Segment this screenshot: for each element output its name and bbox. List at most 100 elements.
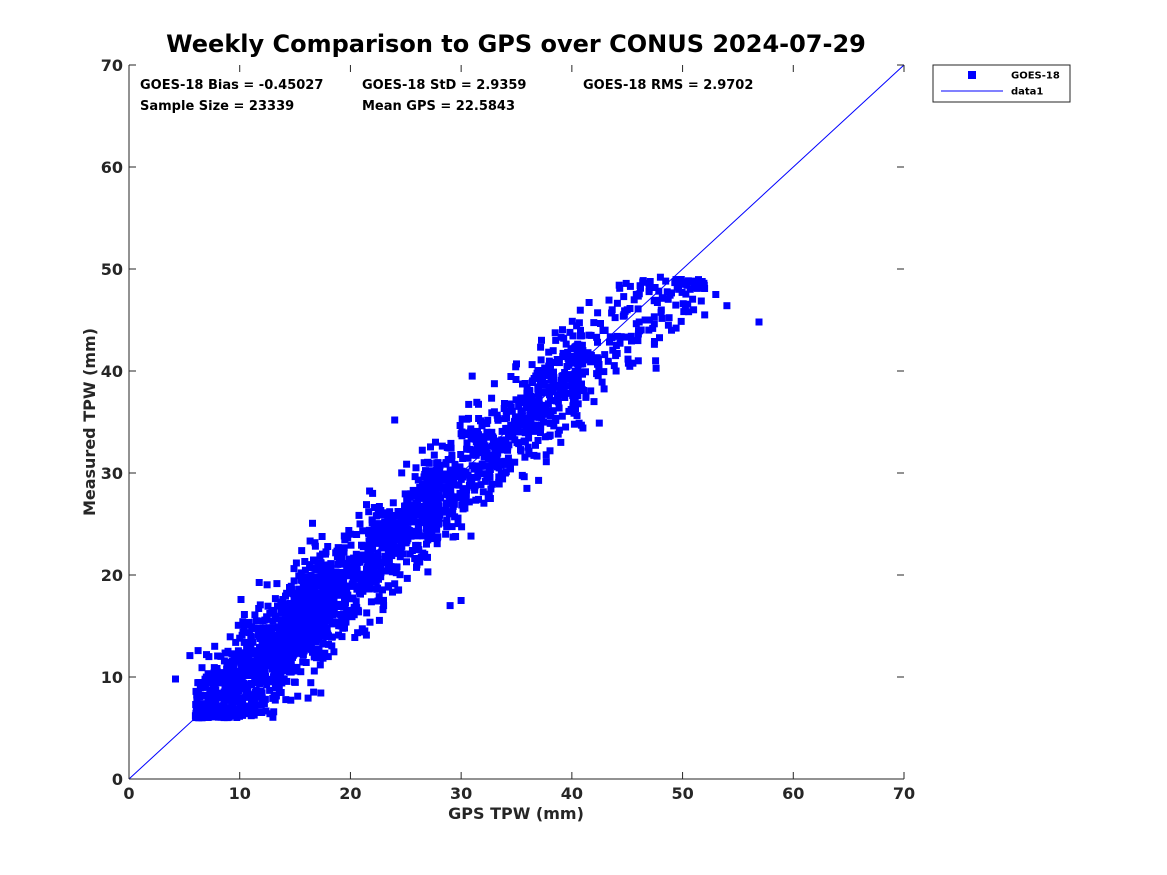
scatter-point [403, 558, 410, 566]
scatter-point [359, 570, 367, 578]
scatter-point [220, 657, 228, 665]
scatter-point [389, 588, 396, 596]
scatter-point [298, 577, 306, 585]
scatter-point [668, 289, 675, 297]
scatter-point [523, 484, 531, 492]
scatter-point [225, 682, 233, 690]
scatter-point [423, 477, 431, 485]
scatter-point [612, 352, 620, 360]
scatter-point [307, 612, 315, 620]
scatter-point [650, 340, 658, 348]
scatter-point [243, 686, 251, 694]
scatter-point [353, 531, 361, 538]
scatter-point [409, 518, 417, 526]
scatter-point [315, 646, 323, 654]
scatter-point [305, 645, 312, 653]
scatter-point [374, 555, 382, 563]
scatter-point [277, 657, 285, 665]
scatter-point [419, 532, 427, 540]
scatter-point [409, 486, 417, 494]
scatter-point [337, 560, 345, 568]
scatter-point [237, 707, 245, 715]
scatter-point [214, 704, 222, 712]
scatter-point [398, 542, 406, 550]
scatter-point [428, 535, 436, 543]
scatter-point [646, 278, 654, 285]
scatter-point [311, 647, 319, 655]
scatter-point [429, 476, 437, 484]
scatter-point [617, 333, 625, 341]
scatter-point [324, 615, 332, 623]
scatter-point [265, 640, 273, 648]
scatter-point [537, 429, 544, 437]
scatter-point [461, 498, 469, 506]
scatter-point [547, 361, 554, 369]
scatter-point [226, 633, 234, 641]
scatter-point [251, 696, 259, 704]
scatter-point [302, 617, 310, 625]
scatter-point [389, 499, 397, 507]
scatter-point [314, 596, 322, 604]
scatter-point [306, 537, 314, 545]
y-tick-label: 70 [101, 56, 123, 75]
scatter-point [701, 311, 709, 319]
scatter-point [400, 515, 408, 522]
scatter-point [291, 678, 299, 686]
scatter-point [393, 522, 401, 530]
scatter-point [604, 357, 612, 365]
scatter-point [611, 314, 619, 322]
scatter-point [411, 555, 419, 562]
scatter-point [664, 295, 672, 303]
scatter-point [501, 457, 509, 465]
scatter-point [234, 647, 242, 655]
y-tick-label: 20 [101, 566, 123, 585]
scatter-point [271, 696, 279, 704]
scatter-point [693, 284, 701, 292]
scatter-point [414, 520, 422, 528]
scatter-point [565, 355, 573, 363]
scatter-point [252, 679, 260, 687]
scatter-point [290, 565, 298, 573]
scatter-point [546, 367, 554, 375]
scatter-point [482, 419, 490, 427]
scatter-point [244, 655, 252, 663]
scatter-point [594, 338, 601, 346]
scatter-point [341, 559, 349, 567]
scatter-point [210, 698, 217, 706]
scatter-point [272, 651, 280, 659]
scatter-point [258, 658, 266, 666]
scatter-point [365, 585, 373, 593]
scatter-point [401, 502, 408, 510]
scatter-point [374, 520, 382, 528]
scatter-point [677, 317, 685, 325]
scatter-point [475, 400, 482, 408]
scatter-point [517, 394, 525, 402]
scatter-point [303, 635, 311, 643]
scatter-point [524, 428, 532, 436]
scatter-point [649, 324, 657, 332]
scatter-point [317, 689, 325, 697]
scatter-point [546, 431, 554, 439]
scatter-point [349, 606, 357, 614]
scatter-point [547, 419, 555, 427]
scatter-point [610, 362, 618, 370]
scatter-point [209, 673, 217, 681]
scatter-point [319, 640, 327, 648]
scatter-point [697, 297, 705, 305]
scatter-point [597, 320, 604, 327]
scatter-point [571, 374, 579, 382]
scatter-point [286, 584, 293, 591]
scatter-point [511, 458, 519, 466]
scatter-point [424, 459, 432, 467]
scatter-point [359, 585, 367, 593]
scatter-point [556, 390, 564, 398]
scatter-point [197, 713, 205, 720]
scatter-point [600, 368, 608, 376]
scatter-point [241, 621, 249, 629]
scatter-point [269, 713, 277, 721]
scatter-point [472, 496, 480, 504]
scatter-point [281, 621, 289, 629]
scatter-point [534, 421, 542, 429]
scatter-point [301, 598, 309, 606]
scatter-point [310, 557, 318, 565]
